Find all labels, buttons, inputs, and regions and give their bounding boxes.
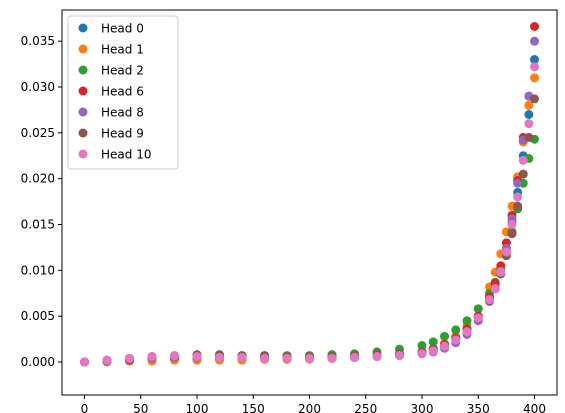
legend-label: Head 2 xyxy=(101,64,144,78)
point xyxy=(518,155,528,165)
legend-marker xyxy=(78,86,88,96)
point xyxy=(428,337,438,347)
point xyxy=(530,36,539,46)
legend-marker xyxy=(78,128,88,138)
legend-label: Head 0 xyxy=(101,22,144,36)
point xyxy=(440,331,449,341)
point xyxy=(147,352,157,361)
point xyxy=(260,353,269,363)
x-tick-label: 350 xyxy=(467,402,490,413)
x-tick-label: 50 xyxy=(133,402,148,413)
y-tick-label: 0.035 xyxy=(21,34,55,48)
point xyxy=(282,353,292,363)
point xyxy=(428,346,438,356)
legend-marker xyxy=(78,149,88,159)
y-tick-label: 0.000 xyxy=(21,355,55,369)
point xyxy=(462,316,472,326)
point xyxy=(395,351,404,361)
point xyxy=(237,352,247,362)
point xyxy=(327,353,337,363)
x-tick-label: 150 xyxy=(242,402,265,413)
legend-label: Head 1 xyxy=(101,43,144,57)
y-tick-label: 0.025 xyxy=(21,126,55,140)
point xyxy=(451,325,461,335)
point xyxy=(305,353,314,363)
point xyxy=(125,353,134,363)
point xyxy=(530,73,539,83)
point xyxy=(417,341,427,350)
x-tick-label: 300 xyxy=(411,402,434,413)
point xyxy=(524,100,534,110)
point xyxy=(530,55,539,64)
point xyxy=(496,267,506,277)
y-tick-label: 0.015 xyxy=(21,218,55,232)
legend-box xyxy=(67,15,179,170)
legend-marker xyxy=(78,44,88,54)
x-tick-label: 200 xyxy=(298,402,321,413)
legend-label: Head 6 xyxy=(101,85,144,99)
legend-marker xyxy=(78,23,88,33)
point xyxy=(462,327,472,337)
point xyxy=(490,284,500,294)
x-tick-label: 100 xyxy=(186,402,209,413)
point xyxy=(513,201,523,211)
legend: Head 0 Head 1 Head 2 Head 6 Head 8 Head 9 Head… xyxy=(67,15,179,170)
legend-marker xyxy=(78,107,88,117)
point xyxy=(80,357,89,367)
point xyxy=(501,247,511,257)
y-tick-label: 0.020 xyxy=(21,172,55,186)
point xyxy=(524,110,534,119)
point xyxy=(507,229,517,239)
series xyxy=(80,62,539,367)
point xyxy=(507,220,517,229)
legend-label: Head 8 xyxy=(101,106,144,120)
plot-frame xyxy=(61,9,558,396)
point xyxy=(451,335,461,345)
point xyxy=(440,341,449,351)
legend-label: Head 10 xyxy=(101,148,151,162)
point xyxy=(417,349,427,359)
legend-marker xyxy=(78,65,88,75)
point xyxy=(215,352,224,362)
point xyxy=(524,119,534,129)
point xyxy=(102,355,112,365)
x-tick-label: 250 xyxy=(354,402,377,413)
point xyxy=(530,94,539,104)
legend-label: Head 9 xyxy=(101,127,144,141)
y-tick-label: 0.030 xyxy=(21,80,55,94)
point xyxy=(372,352,382,361)
y-tick-label: 0.005 xyxy=(21,309,55,323)
point xyxy=(524,132,534,142)
point xyxy=(170,351,179,361)
y-tick-label: 0.010 xyxy=(21,263,55,277)
point xyxy=(473,304,483,314)
point xyxy=(513,192,523,202)
point xyxy=(485,295,494,305)
x-tick-label: 400 xyxy=(523,402,546,413)
point xyxy=(530,62,539,72)
point xyxy=(350,352,359,362)
point xyxy=(513,178,523,188)
point xyxy=(530,22,539,31)
point xyxy=(192,352,202,361)
point xyxy=(473,313,483,323)
x-tick-label: 0 xyxy=(81,402,89,413)
point xyxy=(518,169,528,179)
